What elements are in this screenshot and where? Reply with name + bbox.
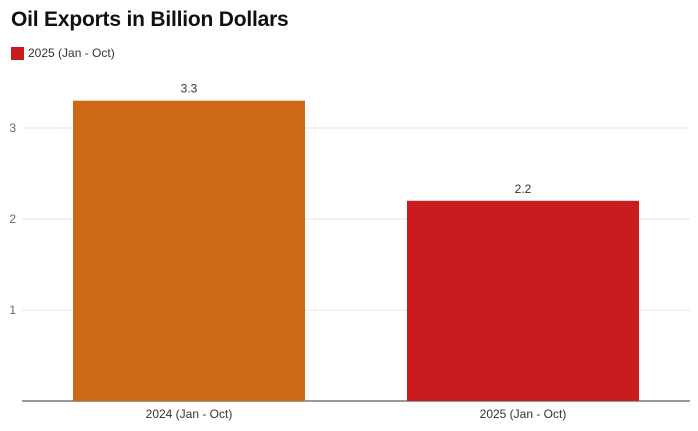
chart-title: Oil Exports in Billion Dollars <box>11 8 289 31</box>
x-category-label: 2025 (Jan - Oct) <box>480 407 567 421</box>
bar <box>407 200 639 401</box>
data-label: 3.3 <box>181 82 198 96</box>
x-category-label: 2024 (Jan - Oct) <box>146 407 233 421</box>
y-tick-label: 3 <box>9 121 16 135</box>
bar <box>73 100 305 401</box>
labels: 1 2 3 3.3 2024 (Jan - Oct) 2.2 2025 (Jan - Oct… <box>9 82 566 421</box>
legend: 2025 (Jan - Oct) <box>11 46 115 60</box>
bars <box>73 100 639 401</box>
y-tick-label: 1 <box>9 303 16 317</box>
data-label: 2.2 <box>515 182 532 196</box>
y-tick-label: 2 <box>9 212 16 226</box>
legend-swatch <box>11 46 24 60</box>
legend-label: 2025 (Jan - Oct) <box>28 46 115 60</box>
